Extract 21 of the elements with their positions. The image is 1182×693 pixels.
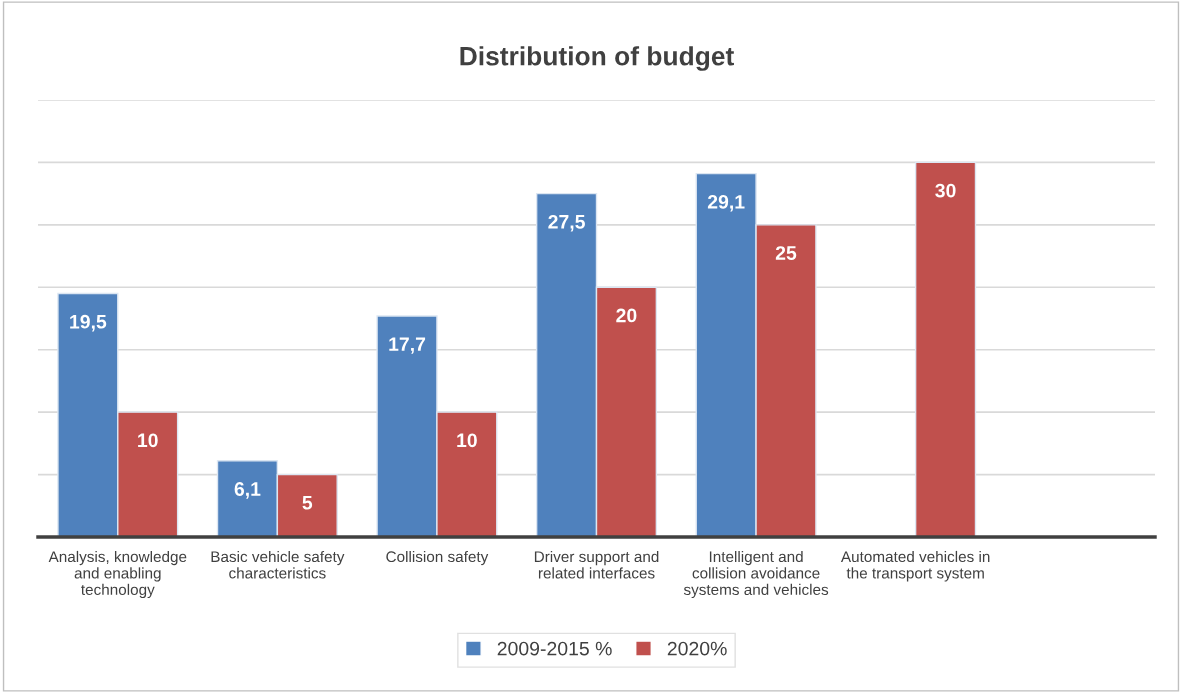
data-label: 19,5 (70, 314, 107, 332)
x-tick-label: Intelligent and collision avoidance systems and vehicles (683, 550, 829, 599)
data-label: 5 (302, 496, 313, 510)
data-label: 27,5 (548, 214, 585, 232)
x-tick-label: Basic vehicle safety characteristics (211, 550, 345, 579)
x-tick-label: Analysis, knowledge and enabling technology (48, 550, 187, 599)
legend-label: 2009-2015 % (497, 641, 612, 656)
chart-title: Distribution of budget (460, 46, 734, 71)
x-tick-label: Automated vehicles in the transport system (840, 550, 990, 582)
x-tick-label: Collision safety (386, 550, 489, 566)
legend-label: 2020% (667, 641, 727, 656)
bar (914, 161, 977, 537)
data-label: 6,1 (234, 482, 261, 499)
data-label: 20 (616, 308, 637, 323)
data-label: 25 (775, 246, 797, 260)
data-label: 10 (138, 433, 158, 448)
data-label: 30 (935, 183, 956, 198)
data-label: 17,7 (389, 337, 426, 354)
x-tick-label: Driver support and related interfaces (534, 550, 659, 579)
data-label: 10 (457, 433, 477, 448)
data-label: 29,1 (707, 194, 745, 212)
